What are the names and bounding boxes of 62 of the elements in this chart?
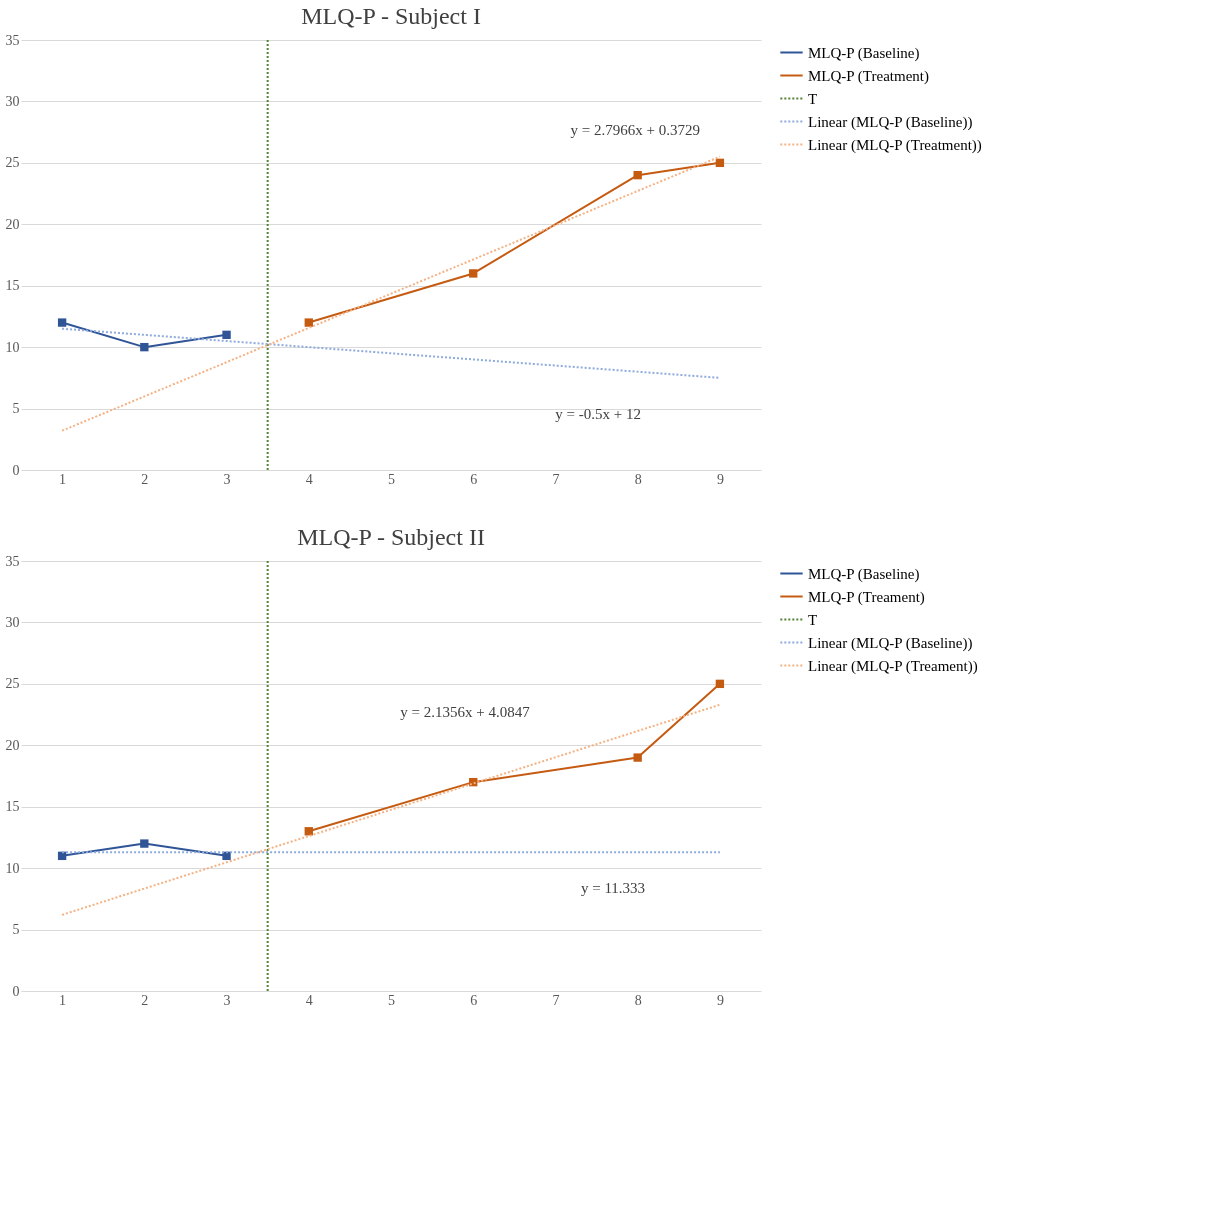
annotation: y = 2.7966x + 0.3729 — [570, 122, 700, 139]
point — [633, 170, 642, 180]
point — [633, 753, 642, 762]
chart-title: MLQ-P - Subject I — [301, 3, 481, 29]
y-tick-label: 20 — [5, 737, 20, 753]
legend-label: Linear (MLQ-P (Baseline)) — [808, 634, 973, 652]
y-tick-label: 30 — [5, 93, 20, 109]
legend-label: Linear (MLQ-P (Treament)) — [808, 657, 978, 675]
point — [304, 827, 313, 836]
y-tick-label: 5 — [12, 922, 20, 938]
y-tick-label: 35 — [5, 32, 20, 48]
y-tick-label: 0 — [12, 983, 20, 999]
y-tick-label: 35 — [5, 553, 20, 569]
x-tick-label: 8 — [634, 992, 642, 1008]
x-tick-label: 5 — [388, 992, 395, 1008]
point — [222, 851, 231, 861]
x-tick-label: 7 — [552, 471, 560, 487]
legend-label: MLQ-P (Baseline) — [808, 44, 920, 62]
y-tick-label: 25 — [5, 676, 20, 692]
y-tick-label: 5 — [12, 401, 20, 417]
y-tick-label: 25 — [5, 155, 20, 171]
legend-label: T — [808, 611, 818, 628]
x-tick-label: 2 — [141, 471, 149, 487]
y-tick-label: 15 — [5, 278, 20, 294]
x-tick-label: 6 — [470, 992, 478, 1008]
legend-label: T — [808, 90, 818, 107]
point — [715, 679, 725, 689]
x-tick-label: 3 — [223, 992, 231, 1008]
legend-label: MLQ-P (Baseline) — [808, 565, 920, 583]
annotation: y = 2.1356x + 4.0847 — [400, 703, 531, 720]
x-tick-label: 6 — [470, 471, 478, 487]
legend-label: Linear (MLQ-P (Treatment)) — [808, 136, 982, 154]
y-tick-label: 0 — [12, 462, 20, 478]
x-tick-label: 4 — [305, 471, 313, 487]
x-tick-label: 2 — [141, 992, 149, 1008]
x-tick-label: 5 — [388, 471, 395, 487]
x-tick-label: 1 — [59, 471, 67, 487]
annotation: y = -0.5x + 12 — [555, 406, 642, 423]
legend-label: MLQ-P (Treament) — [808, 588, 925, 606]
legend-label: MLQ-P (Treatment) — [808, 67, 929, 85]
point — [222, 330, 231, 340]
x-tick-label: 3 — [223, 471, 231, 487]
x-tick-label: 1 — [59, 992, 67, 1008]
point — [140, 839, 149, 848]
y-tick-label: 20 — [5, 216, 20, 232]
x-tick-label: 9 — [716, 471, 724, 487]
point — [715, 158, 725, 168]
chart-title: MLQ-P - Subject II — [297, 524, 485, 550]
x-tick-label: 4 — [305, 992, 313, 1008]
y-tick-label: 15 — [5, 799, 20, 815]
point — [304, 318, 313, 327]
x-tick-label: 9 — [716, 992, 724, 1008]
point — [140, 342, 149, 352]
x-tick-label: 8 — [634, 471, 642, 487]
annotation: y = 11.333 — [580, 879, 646, 896]
y-tick-label: 10 — [5, 860, 20, 876]
legend-label: Linear (MLQ-P (Baseline)) — [808, 113, 973, 131]
y-tick-label: 10 — [5, 339, 20, 355]
point — [469, 269, 478, 278]
x-tick-label: 7 — [552, 992, 560, 1008]
point — [57, 318, 67, 327]
y-tick-label: 30 — [5, 614, 20, 630]
